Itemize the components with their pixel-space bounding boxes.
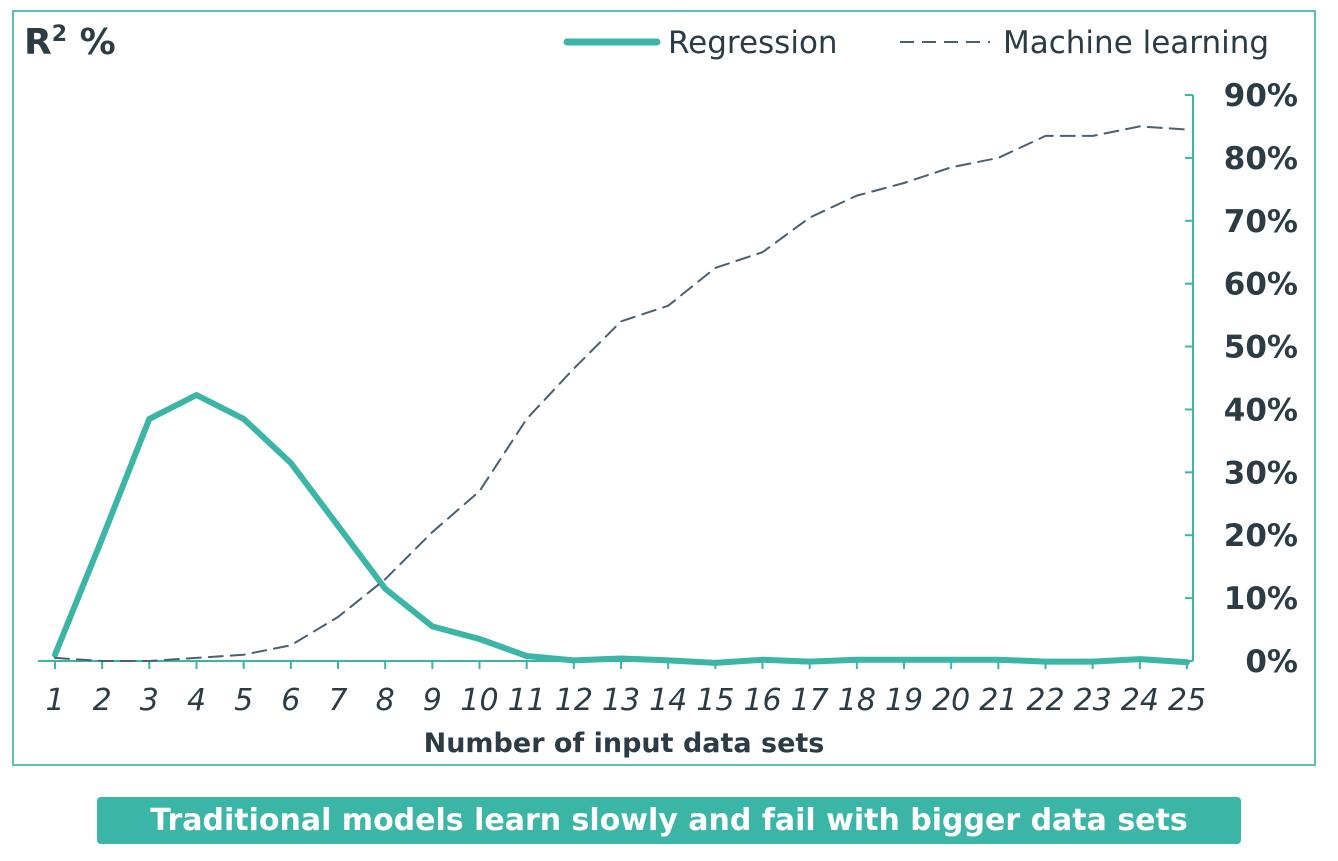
x-tick-label: 8 xyxy=(376,683,395,718)
x-tick-label: 14 xyxy=(649,683,687,718)
x-tick-label: 1 xyxy=(45,683,64,718)
y-tick-label: 20% xyxy=(1224,518,1298,554)
y-tick-label: 10% xyxy=(1224,581,1298,617)
x-tick-label: 23 xyxy=(1074,683,1112,718)
x-tick-label: 5 xyxy=(234,683,253,718)
x-tick-label: 22 xyxy=(1026,683,1064,718)
caption-text: Traditional models learn slowly and fail… xyxy=(150,803,1188,838)
x-tick-label: 6 xyxy=(281,683,300,718)
x-tick-label: 11 xyxy=(508,683,546,718)
y-tick-label: 60% xyxy=(1224,267,1298,303)
y-tick-label: 30% xyxy=(1224,455,1298,491)
x-tick-label: 20 xyxy=(932,683,970,718)
y-tick-label: 80% xyxy=(1224,141,1298,177)
x-axis-title: Number of input data sets xyxy=(424,728,825,759)
x-tick-label: 12 xyxy=(555,683,593,718)
x-tick-label: 21 xyxy=(979,683,1017,718)
x-tick-label: 9 xyxy=(423,683,442,718)
legend-ml-label: Machine learning xyxy=(1003,25,1269,61)
y-tick-label: 0% xyxy=(1245,644,1298,680)
y-tick-label: 90% xyxy=(1224,78,1298,114)
regression-line xyxy=(52,392,1190,666)
x-tick-label: 19 xyxy=(885,683,923,718)
y-tick-label: 70% xyxy=(1224,204,1298,240)
y-tick-label: 40% xyxy=(1224,392,1298,428)
caption-banner: Traditional models learn slowly and fail… xyxy=(97,797,1241,844)
y-tick-label: 50% xyxy=(1224,330,1298,366)
machine-learning-line xyxy=(54,125,1188,662)
x-tick-label: 7 xyxy=(328,683,347,718)
x-tick-label: 13 xyxy=(602,683,640,718)
y-axis-label: R2 % xyxy=(24,22,116,63)
x-tick-label: 25 xyxy=(1168,683,1206,718)
x-tick-label: 18 xyxy=(838,683,876,718)
x-tick-label: 17 xyxy=(791,683,829,718)
line-chart: 1 2 3 4 5 6 7 8 9 10 11 12 13 14 15 16 17 18 19 20 21 22 23 24 2… xyxy=(38,25,1298,759)
x-tick-label: 10 xyxy=(460,683,498,718)
x-tick-label: 4 xyxy=(187,683,206,718)
chart-frame xyxy=(12,10,1316,766)
x-tick-label: 16 xyxy=(743,683,781,718)
x-tick-label: 15 xyxy=(696,683,734,718)
x-tick-label: 24 xyxy=(1121,683,1159,718)
legend-regression-label: Regression xyxy=(668,25,838,61)
x-tick-label: 3 xyxy=(140,683,159,718)
x-tick-label: 2 xyxy=(93,683,112,718)
